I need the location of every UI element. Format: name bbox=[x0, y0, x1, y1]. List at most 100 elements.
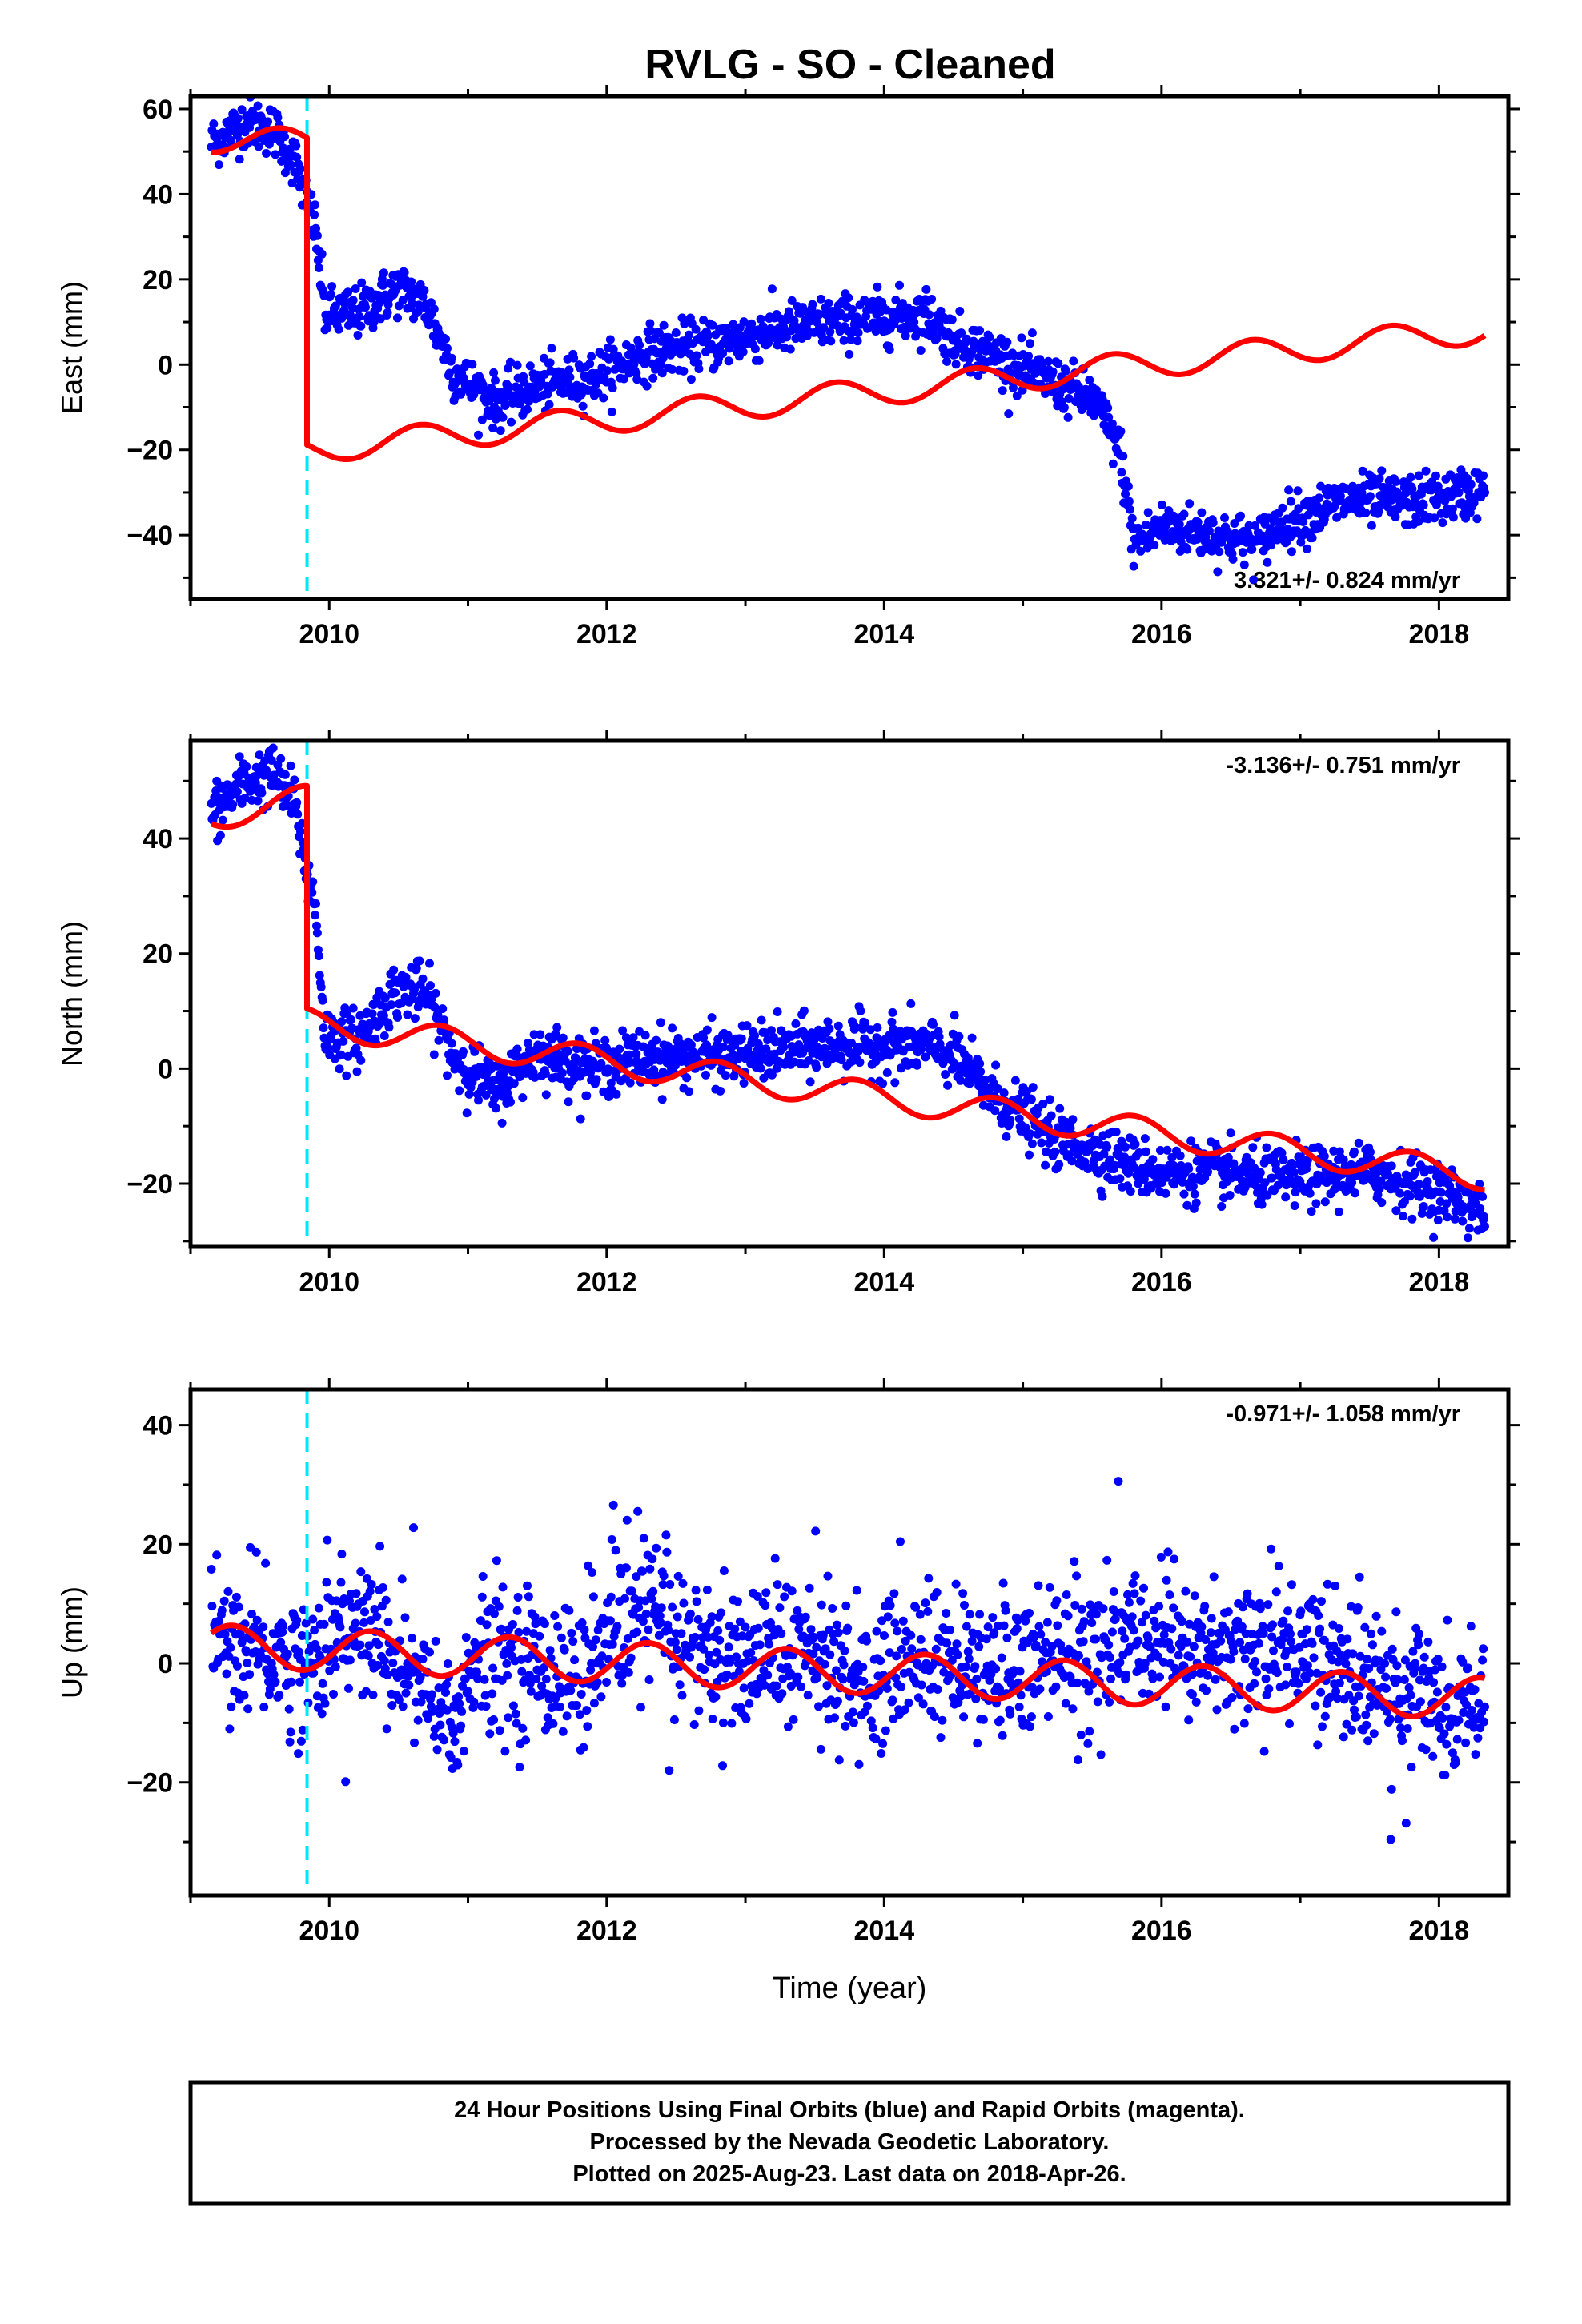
data-point bbox=[400, 267, 409, 277]
data-point bbox=[1081, 1679, 1090, 1689]
data-point bbox=[1319, 1152, 1329, 1161]
data-point bbox=[916, 1634, 926, 1644]
data-point bbox=[973, 1739, 982, 1748]
data-point bbox=[632, 375, 642, 384]
data-point bbox=[331, 1662, 340, 1671]
data-point bbox=[1091, 1610, 1101, 1619]
data-point bbox=[355, 1640, 365, 1650]
data-point bbox=[975, 1059, 985, 1068]
data-point bbox=[383, 1670, 392, 1679]
data-point bbox=[620, 374, 628, 384]
data-point bbox=[829, 1637, 839, 1647]
data-point bbox=[293, 810, 303, 819]
data-point bbox=[673, 1612, 682, 1622]
data-point bbox=[1117, 468, 1126, 477]
data-point bbox=[668, 1023, 677, 1033]
data-point bbox=[427, 1690, 436, 1699]
data-point bbox=[861, 1019, 870, 1028]
data-point bbox=[1034, 1622, 1044, 1631]
data-point bbox=[286, 1727, 295, 1737]
data-point bbox=[955, 307, 965, 316]
data-point bbox=[1025, 1608, 1034, 1618]
data-point bbox=[801, 1612, 810, 1622]
data-point bbox=[641, 1609, 651, 1618]
data-point bbox=[1077, 1604, 1086, 1614]
data-point bbox=[777, 1689, 787, 1699]
data-point bbox=[833, 1628, 843, 1638]
data-point bbox=[699, 1644, 709, 1654]
data-point bbox=[391, 988, 400, 998]
data-point bbox=[858, 1663, 868, 1672]
data-point bbox=[1369, 1729, 1379, 1739]
data-point bbox=[318, 995, 327, 1005]
data-point bbox=[1190, 1189, 1199, 1199]
data-point bbox=[885, 1601, 895, 1610]
data-point bbox=[733, 1597, 742, 1606]
data-point bbox=[308, 1614, 318, 1624]
data-points bbox=[207, 1477, 1489, 1844]
data-point bbox=[1299, 517, 1308, 526]
data-point bbox=[489, 368, 499, 377]
data-point bbox=[659, 1571, 669, 1581]
data-point bbox=[1202, 1686, 1211, 1695]
data-point bbox=[1350, 1147, 1359, 1156]
data-point bbox=[929, 1019, 938, 1029]
data-point bbox=[532, 1674, 541, 1683]
data-point bbox=[1027, 328, 1037, 338]
data-point bbox=[1121, 489, 1130, 499]
data-point bbox=[1391, 1206, 1401, 1216]
data-point bbox=[317, 1709, 327, 1719]
data-point bbox=[344, 1683, 353, 1693]
data-point bbox=[1034, 1581, 1043, 1590]
data-point bbox=[760, 1680, 769, 1690]
data-point bbox=[320, 1699, 330, 1708]
data-point bbox=[401, 1688, 411, 1698]
data-point bbox=[503, 1671, 512, 1680]
data-point bbox=[900, 1705, 909, 1715]
data-point bbox=[679, 366, 689, 376]
data-point bbox=[738, 347, 748, 356]
data-point bbox=[1108, 459, 1118, 468]
data-point bbox=[612, 1089, 621, 1099]
data-point bbox=[448, 1728, 458, 1738]
data-point bbox=[1184, 1715, 1194, 1725]
data-point bbox=[517, 1667, 527, 1676]
data-point bbox=[605, 1616, 615, 1626]
data-point bbox=[1274, 1562, 1283, 1571]
data-point bbox=[273, 113, 283, 123]
data-point bbox=[806, 1625, 816, 1634]
data-point bbox=[1335, 491, 1345, 501]
data-point bbox=[1037, 1138, 1046, 1148]
data-point bbox=[242, 762, 251, 771]
data-point bbox=[543, 1713, 552, 1723]
data-point bbox=[227, 1702, 236, 1711]
data-point bbox=[877, 1749, 886, 1758]
data-point bbox=[541, 1675, 551, 1684]
data-point bbox=[954, 1031, 964, 1041]
data-point bbox=[336, 1050, 346, 1059]
data-point bbox=[668, 1602, 677, 1612]
data-point bbox=[1167, 1624, 1177, 1634]
data-point bbox=[931, 1644, 941, 1654]
data-point bbox=[1223, 1607, 1233, 1617]
data-point bbox=[575, 1710, 584, 1719]
data-point bbox=[551, 1029, 560, 1039]
data-point bbox=[593, 1626, 603, 1635]
data-point bbox=[577, 1618, 587, 1627]
data-point bbox=[998, 1578, 1008, 1588]
data-point bbox=[336, 1578, 346, 1587]
data-point bbox=[1334, 1624, 1343, 1633]
data-point bbox=[1026, 1129, 1034, 1139]
data-point bbox=[1026, 339, 1034, 348]
data-point bbox=[507, 417, 516, 427]
data-point bbox=[1267, 541, 1276, 550]
data-point bbox=[317, 249, 327, 259]
data-point bbox=[310, 210, 319, 219]
data-point bbox=[259, 1703, 269, 1712]
data-point bbox=[773, 340, 782, 350]
data-point bbox=[1225, 1191, 1235, 1200]
data-point bbox=[702, 1025, 712, 1035]
data-point bbox=[222, 1669, 231, 1679]
data-point bbox=[1123, 481, 1133, 491]
data-point bbox=[453, 1760, 463, 1770]
